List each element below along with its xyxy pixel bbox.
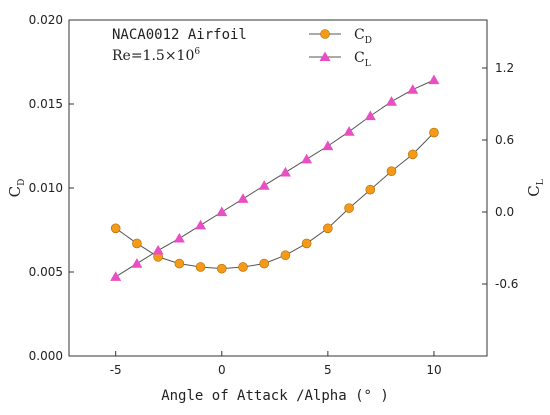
x-tick-label: 0 [218, 363, 226, 377]
data-point-cd [301, 238, 312, 249]
ticks-layer: -5 0 5 10 0.000 0.005 0.010 0.015 0.020 -0.6 0.0 0.… [29, 13, 519, 377]
y-left-tick-label: 0.020 [29, 13, 63, 27]
y-right-tick-label: 1.2 [495, 61, 514, 75]
data-point-cd [344, 203, 354, 213]
y-left-tick-label: 0.015 [29, 97, 63, 111]
data-point-cd [386, 166, 397, 176]
data-point-cd [259, 258, 270, 269]
y-left-axis-title: CD [6, 179, 27, 198]
annotation-line1: NACA0012 Airfoil [112, 27, 247, 43]
data-point-cd [174, 258, 185, 269]
data-point-cd [195, 262, 206, 272]
y-right-tick-label: 0.0 [495, 205, 514, 219]
data-point-cl [195, 219, 207, 230]
data-point-cl [237, 193, 249, 203]
legend-label-cl-main: C [354, 50, 365, 66]
legend-marker-cl [319, 51, 331, 61]
y-right-axis-title-sub: L [536, 179, 546, 185]
data-point-cd [280, 250, 291, 260]
data-point-cd [238, 262, 248, 272]
data-point-cd [365, 184, 376, 195]
y-right-tick-label: 0.6 [495, 133, 514, 147]
data-point-cl [131, 258, 143, 268]
y-left-tick-label: 0.000 [29, 349, 63, 363]
data-point-cl [110, 271, 122, 281]
y-left-axis-title-main: C [6, 186, 24, 197]
data-point-cl [364, 110, 376, 121]
data-point-cl [173, 232, 185, 243]
series-line-cd [115, 132, 435, 270]
data-point-cd [407, 149, 418, 160]
data-point-cd [216, 263, 227, 274]
data-point-cl [428, 74, 440, 85]
legend-label-cd-main: C [354, 27, 365, 43]
y-right-axis-title: CL [525, 179, 546, 196]
y-right-tick-label: -0.6 [495, 277, 518, 291]
data-point-cl [279, 166, 291, 177]
data-point-cd [323, 223, 333, 234]
series-line-cl [115, 79, 435, 278]
annotation-line2-main: Re=1.5×10 [112, 48, 194, 64]
data-point-cl [322, 140, 334, 151]
y-left-tick-label: 0.005 [29, 265, 63, 279]
data-point-cd [429, 127, 439, 138]
y-left-axis-title-sub: D [17, 179, 27, 186]
data-point-cd [132, 238, 142, 249]
x-tick-label: -5 [110, 363, 122, 377]
data-point-cl [216, 206, 228, 217]
data-point-cl [301, 153, 313, 164]
data-point-cd [110, 223, 121, 234]
x-axis-title: Angle of Attack /Alpha (° ) [161, 388, 389, 404]
legend-label-cl-sub: L [365, 59, 371, 69]
x-tick-label: 10 [426, 363, 441, 377]
legend-label-cd: CD [354, 27, 372, 46]
annotation-line2-exp: 6 [194, 47, 200, 57]
series-layer [110, 74, 440, 281]
data-point-cl [152, 244, 164, 255]
data-point-cl [343, 126, 355, 136]
y-right-axis-title-main: C [525, 185, 543, 196]
legend-marker-cd [320, 29, 330, 39]
legend: CD CL [309, 27, 372, 69]
annotation-line2: Re=1.5×106 [112, 47, 200, 64]
plot-frame [68, 19, 488, 357]
data-point-cl [407, 84, 419, 94]
data-point-cl [258, 180, 270, 190]
legend-label-cd-sub: D [365, 36, 372, 46]
legend-label-cl: CL [354, 50, 371, 69]
x-tick-label: 5 [324, 363, 332, 377]
data-point-cl [386, 96, 398, 106]
y-left-tick-label: 0.010 [29, 181, 63, 195]
